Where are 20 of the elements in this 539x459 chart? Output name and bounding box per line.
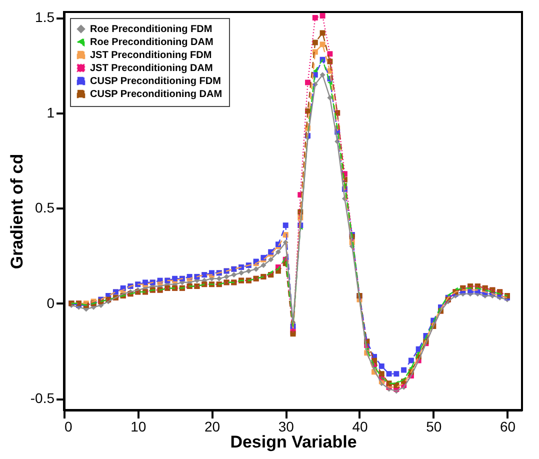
- x-tick-label: 50: [426, 418, 442, 434]
- legend-label: CUSP Preconditioning FDM: [90, 76, 221, 87]
- y-tick-label: 0.5: [35, 200, 55, 216]
- legend-label: CUSP Preconditioning DAM: [90, 89, 222, 100]
- y-tick-label: 1: [46, 104, 55, 120]
- y-tick-label: -0.5: [30, 390, 55, 406]
- legend-label: Roe Preconditioning FDM: [90, 24, 212, 35]
- legend-label: JST Preconditioning FDM: [90, 50, 212, 61]
- x-tick-label: 20: [204, 418, 220, 434]
- x-axis-title: Design Variable: [230, 432, 357, 452]
- x-tick-label: 60: [500, 418, 516, 434]
- y-tick-label: 0: [46, 294, 55, 311]
- x-tick-label: 40: [352, 418, 368, 434]
- y-axis-title: Gradient of cd: [7, 154, 26, 270]
- y-tick-label: 1.5: [35, 9, 55, 26]
- x-tick-label: 0: [64, 418, 72, 434]
- legend-label: JST Preconditioning DAM: [90, 63, 213, 74]
- x-tick-label: 30: [278, 418, 294, 434]
- x-tick-label: 10: [130, 418, 146, 434]
- legend-label: Roe Preconditioning DAM: [90, 37, 214, 48]
